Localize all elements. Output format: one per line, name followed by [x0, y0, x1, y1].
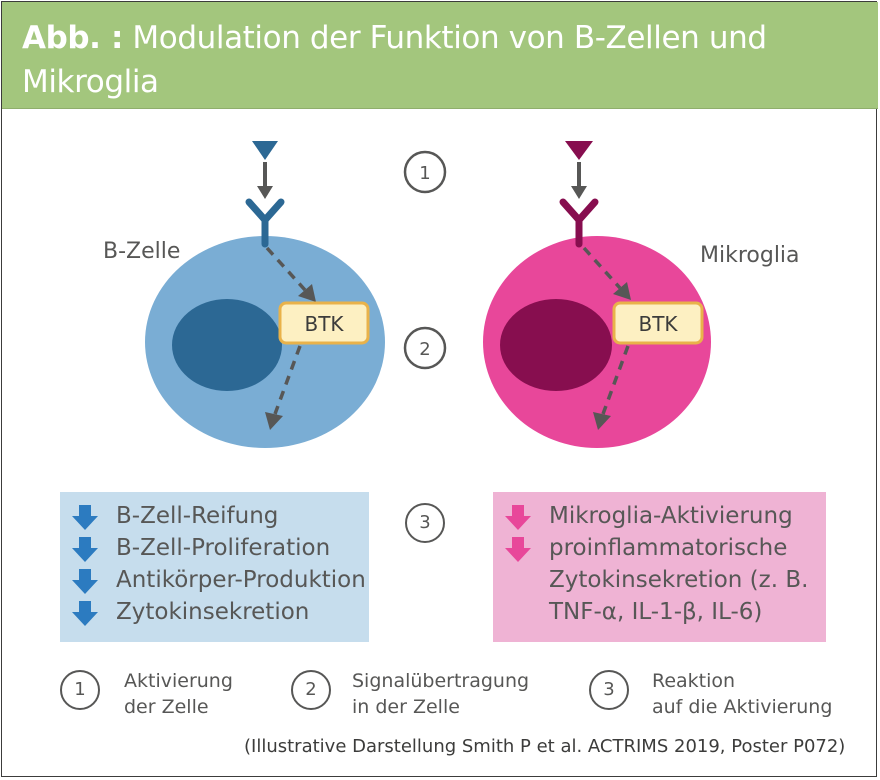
title-bar: Abb. : Modulation der Funktion von B-Zel…: [2, 2, 878, 109]
arrow-down-icon: [72, 537, 98, 562]
microglia-btk-box: BTK: [612, 301, 704, 345]
list-item-continuation: TNF-α, IL-1-β, IL-6): [549, 599, 763, 625]
legend-marker-3: 3: [589, 670, 629, 710]
legend-text-3: Reaktion auf die Aktivierung: [652, 670, 833, 718]
legend-text-2: Signalübertragung in der Zelle: [352, 670, 530, 718]
b-cell-receptor-icon: [245, 198, 285, 248]
list-item: B-Zell-Proliferation: [70, 532, 369, 564]
list-item: Antikörper-Produktion: [70, 564, 369, 596]
microglia-nucleus: [500, 299, 612, 391]
microglia-cell: [483, 141, 711, 448]
microglia-btk-label: BTK: [638, 312, 678, 336]
b-cell-btk-label: BTK: [304, 312, 344, 336]
step-marker-3: 3: [405, 503, 445, 543]
source-footnote: (Illustrative Darstellung Smith P et al.…: [244, 736, 846, 757]
b-cell-nucleus: [172, 299, 282, 391]
cell-diagram: BTK B-Zelle BTK Mikroglia 1 2: [103, 141, 800, 448]
list-item-continuation: Zytokinsekretion (z. B.: [549, 567, 809, 593]
b-cell-btk-box: BTK: [278, 301, 370, 345]
list-item: Zytokinsekretion: [70, 596, 369, 628]
list-item: Mikroglia-Aktivierung: [503, 500, 826, 532]
arrow-down-icon: [505, 505, 531, 530]
arrow-down-icon: [505, 537, 531, 562]
legend-marker-1: 1: [60, 670, 100, 710]
b-cell-effects-box: B-Zell-Reifung B-Zell-Proliferation Anti…: [60, 492, 369, 642]
list-item: B-Zell-Reifung: [70, 500, 369, 532]
step-marker-1: 1: [403, 150, 447, 194]
microglia-effects-box: Mikroglia-Aktivierung proinflammatorisch…: [493, 492, 826, 642]
step-marker-2: 2: [403, 326, 447, 370]
svg-text:1: 1: [419, 163, 430, 184]
arrow-down-icon: [72, 569, 98, 594]
arrow-down-icon: [72, 505, 98, 530]
b-cell-label: B-Zelle: [103, 239, 180, 264]
legend-marker-2: 2: [291, 670, 331, 710]
microglia-receptor-icon: [559, 198, 599, 248]
legend-text-1: Aktivierung der Zelle: [124, 670, 233, 718]
b-cell: [145, 141, 385, 448]
microglia-ligand-icon: [565, 141, 593, 160]
figure-title: Abb. : Modulation der Funktion von B-Zel…: [22, 20, 767, 100]
b-cell-ligand-icon: [252, 141, 278, 160]
microglia-label: Mikroglia: [700, 243, 800, 268]
svg-text:2: 2: [419, 339, 430, 360]
list-item: proinflammatorische: [503, 532, 826, 564]
arrow-down-icon: [72, 601, 98, 626]
